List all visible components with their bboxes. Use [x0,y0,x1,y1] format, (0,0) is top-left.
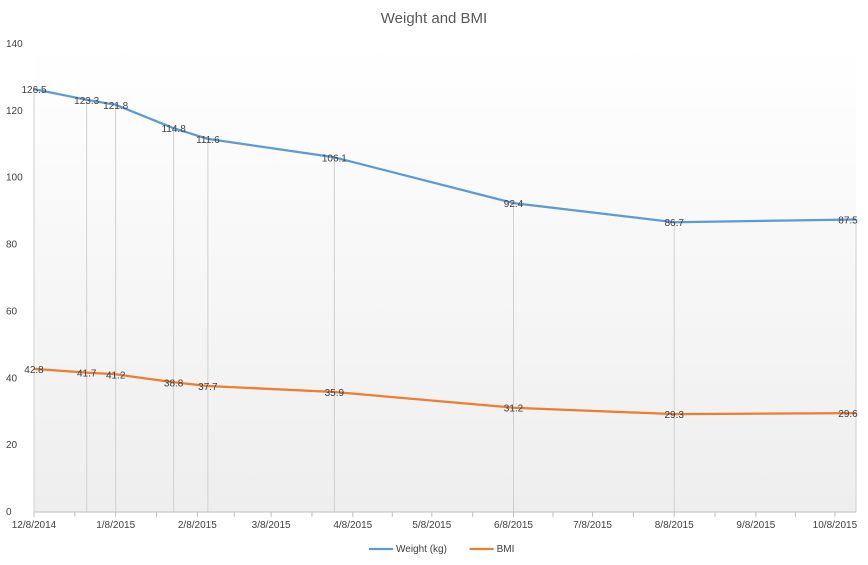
x-tick-label: 5/8/2015 [412,520,451,531]
data-label: 38.8 [164,378,184,389]
data-label: 106.1 [322,153,347,164]
legend-label: BMI [497,544,515,555]
data-label: 41.7 [77,369,97,380]
x-tick-label: 12/8/2014 [12,520,57,531]
data-label: 123.3 [74,96,99,107]
data-label: 35.9 [325,388,345,399]
data-label: 41.2 [106,370,126,381]
y-tick-label: 40 [6,373,18,384]
x-tick-label: 7/8/2015 [573,520,612,531]
drop-lines [33,89,857,512]
x-tick-label: 1/8/2015 [96,520,135,531]
series-layer [33,87,857,416]
data-label: 92.4 [504,199,524,210]
data-label: 126.5 [21,85,46,96]
plot-area [34,44,856,512]
data-labels: 126.5 123.3 121.8 114.8 111.6 106.1 92.4 86.7 87… [21,85,858,421]
chart-title: Weight and BMI [380,10,488,27]
x-tick-label: 2/8/2015 [178,520,217,531]
data-label: 121.8 [103,101,128,112]
data-label: 42.8 [24,365,44,376]
legend-label: Weight (kg) [396,544,447,555]
axes: 0 20 40 60 80 100 120 140 12/8/2014 1/8/2015 2/8/2… [6,39,858,531]
y-tick-label: 140 [6,39,23,50]
y-tick-label: 80 [6,240,18,251]
data-label: 29.3 [664,410,684,421]
data-label: 114.8 [161,124,186,135]
x-tick-label: 4/8/2015 [333,520,372,531]
series-line [33,87,857,224]
legend: Weight (kg) BMI [369,544,514,555]
series-line [33,367,857,416]
y-tick-label: 120 [6,106,23,117]
data-label: 86.7 [664,218,684,229]
data-label: 29.6 [838,409,858,420]
y-tick-label: 20 [6,440,18,451]
data-label: 111.6 [196,135,220,146]
x-tick-label: 9/8/2015 [736,520,775,531]
data-label: 37.7 [198,382,218,393]
x-tick-label: 3/8/2015 [252,520,291,531]
data-label: 87.5 [838,216,858,227]
x-tick-label: 8/8/2015 [655,520,694,531]
x-tick-label: 6/8/2015 [494,520,533,531]
data-label: 31.2 [504,404,524,415]
y-tick-label: 100 [6,173,23,184]
x-tick-label: 10/8/2015 [813,520,858,531]
y-tick-label: 60 [6,306,18,317]
y-tick-label: 0 [6,507,12,518]
